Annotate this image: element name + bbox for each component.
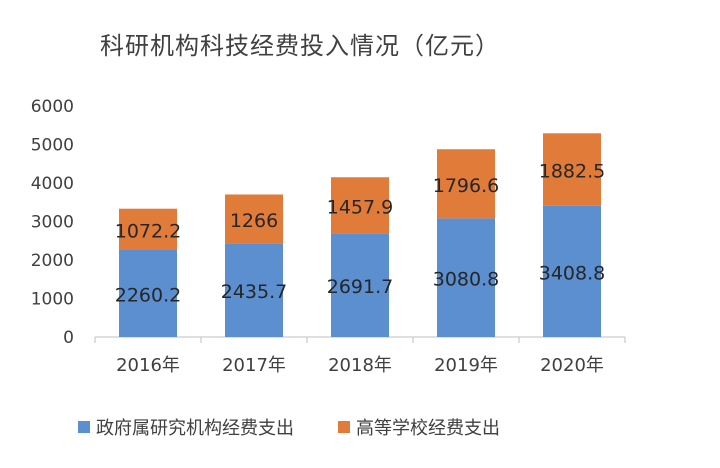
data-label-government: 2260.2: [115, 284, 181, 306]
x-tick-label: 2018年: [328, 355, 392, 376]
bar-government: [119, 249, 177, 337]
data-label-university: 1266: [230, 210, 278, 232]
legend-item-government: 政府属研究机构经费支出: [78, 414, 294, 440]
bar-government: [225, 243, 283, 337]
data-label-government: 2691.7: [327, 276, 393, 298]
x-tick-label: 2017年: [222, 355, 286, 376]
legend-label-university: 高等学校经费支出: [356, 418, 500, 439]
data-label-government: 3080.8: [433, 269, 499, 291]
legend-label-government: 政府属研究机构经费支出: [96, 418, 294, 439]
legend-swatch-government: [78, 421, 90, 433]
data-label-government: 3408.8: [539, 262, 605, 284]
y-tick-label: 1000: [31, 290, 74, 310]
bar-government: [437, 218, 495, 337]
chart-title: 科研机构科技经费投入情况（亿元）: [100, 32, 500, 60]
x-tick-label: 2016年: [116, 355, 180, 376]
legend-swatch-university: [338, 421, 350, 433]
x-tick-label: 2019年: [434, 355, 498, 376]
data-label-university: 1796.6: [433, 175, 499, 197]
legend: 政府属研究机构经费支出 高等学校经费支出: [78, 414, 500, 440]
bar-government: [331, 233, 389, 337]
bar-government: [543, 205, 601, 337]
bar-university: [331, 177, 389, 234]
data-label-university: 1457.9: [327, 196, 393, 218]
bar-university: [437, 149, 495, 219]
legend-item-university: 高等学校经费支出: [338, 414, 500, 440]
bar-university: [543, 133, 601, 206]
data-label-university: 1882.5: [539, 161, 605, 183]
y-tick-label: 4000: [31, 174, 74, 194]
bar-university: [225, 194, 283, 244]
y-tick-label: 5000: [31, 136, 74, 156]
y-tick-label: 3000: [31, 213, 74, 233]
data-label-government: 2435.7: [221, 281, 287, 303]
bar-university: [119, 208, 177, 250]
y-tick-label: 6000: [31, 97, 74, 117]
y-tick-label: 0: [63, 328, 74, 348]
y-tick-label: 2000: [31, 251, 74, 271]
x-tick-label: 2020年: [540, 355, 604, 376]
data-label-university: 1072.2: [115, 220, 181, 242]
